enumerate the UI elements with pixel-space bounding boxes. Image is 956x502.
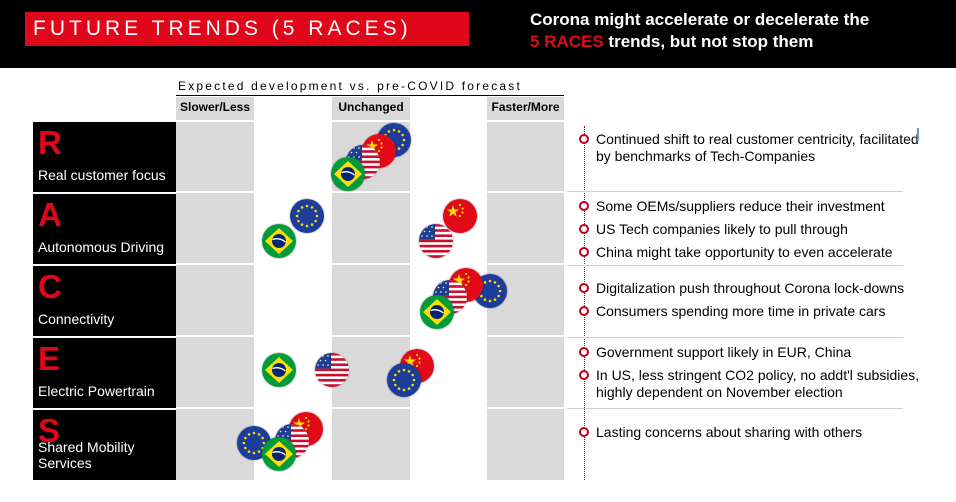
race-row-c: C Connectivity (33, 266, 176, 336)
row-separator (567, 337, 903, 338)
race-letter: R (38, 124, 62, 161)
header-bar: FUTURE TRENDS (5 RACES) Corona might acc… (0, 0, 956, 68)
bullet-circle-icon (579, 427, 589, 437)
page-subtitle: Corona might accelerate or decelerate th… (530, 9, 869, 53)
page-title: FUTURE TRENDS (5 RACES) (33, 17, 412, 40)
commentary-timeline (584, 126, 585, 480)
column-slower (176, 97, 254, 480)
brazil-flag-icon (262, 353, 296, 387)
bullet-circle-icon (579, 370, 589, 380)
usa-flag-icon (315, 353, 349, 387)
brazil-flag-icon (331, 157, 365, 191)
column-header-divider (176, 120, 564, 122)
bullet-text: In US, less stringent CO2 policy, no add… (596, 367, 920, 400)
axis-caption-underline (176, 95, 564, 96)
bullet-circle-icon (579, 347, 589, 357)
row-separator (567, 191, 903, 192)
title-box: FUTURE TRENDS (5 RACES) (25, 12, 469, 46)
bullet-circle-icon (579, 306, 589, 316)
race-label: Real customer focus (38, 167, 166, 183)
race-label: Autonomous Driving (38, 239, 165, 255)
bullet-circle-icon (579, 201, 589, 211)
row-separator (567, 408, 903, 409)
bullet-text: China might take opportunity to even acc… (596, 244, 893, 260)
race-letter: A (38, 196, 62, 233)
bullet-text: Some OEMs/suppliers reduce their investm… (596, 198, 885, 214)
row-divider (176, 191, 564, 193)
row-separator (567, 265, 903, 266)
race-label: Electric Powertrain (38, 383, 155, 399)
axis-label-slower: Slower/Less (179, 100, 251, 114)
china-flag-icon (443, 199, 477, 233)
race-row-s: S Shared Mobility Services (33, 410, 176, 480)
bullet-text: Lasting concerns about sharing with othe… (596, 424, 863, 440)
race-label: Shared Mobility Services (38, 439, 135, 471)
bullet-circle-icon (579, 224, 589, 234)
race-letter: E (38, 340, 61, 377)
subtitle-rest: trends, but not stop them (603, 32, 814, 51)
bullet-text: Continued shift to real customer centric… (596, 131, 919, 164)
bullet-text: Consumers spending more time in private … (596, 303, 886, 319)
row-divider (176, 407, 564, 409)
bullet-text: Government support likely in EUR, China (596, 344, 852, 360)
subtitle-line-1: Corona might accelerate or decelerate th… (530, 10, 870, 29)
bullet-text: US Tech companies likely to pull through (596, 221, 848, 237)
race-row-r: R Real customer focus (33, 122, 176, 192)
usa-flag-icon (419, 224, 453, 258)
bullet-circle-icon (579, 283, 589, 293)
brazil-flag-icon (262, 437, 296, 471)
bullet-text: Digitalization push throughout Corona lo… (596, 280, 905, 296)
race-label: Connectivity (38, 311, 115, 327)
subtitle-line-2: 5 RACES trends, but not stop them (530, 31, 869, 53)
subtitle-accent: 5 RACES (530, 32, 604, 51)
eu-flag-icon (387, 363, 421, 397)
race-letter: S (38, 412, 61, 449)
eu-flag-icon (290, 199, 324, 233)
bullet-circle-icon (579, 247, 589, 257)
row-divider (176, 335, 564, 337)
race-letter: C (38, 268, 62, 305)
axis-label-faster: Faster/More (491, 100, 560, 114)
axis-label-unchanged: Unchanged (338, 100, 404, 114)
race-row-a: A Autonomous Driving (33, 194, 176, 264)
bullet-circle-icon (579, 134, 589, 144)
brazil-flag-icon (262, 224, 296, 258)
race-row-e: E Electric Powertrain (33, 338, 176, 408)
axis-caption: Expected development vs. pre-COVID forec… (178, 79, 523, 93)
row-divider (176, 263, 564, 265)
brazil-flag-icon (420, 295, 454, 329)
text-cursor-icon (917, 128, 919, 141)
